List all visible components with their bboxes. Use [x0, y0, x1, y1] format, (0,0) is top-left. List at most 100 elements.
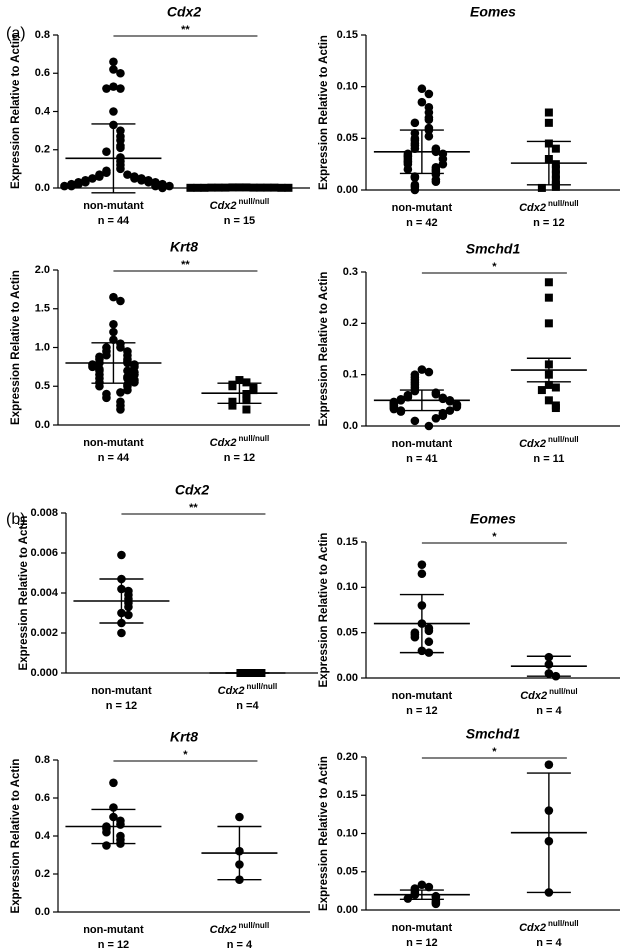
- y-tick-label: 0.1: [343, 369, 358, 381]
- point: [116, 405, 125, 414]
- y-tick-label: 0.05: [337, 866, 358, 878]
- point: [193, 183, 202, 192]
- y-axis-label: Expression Relative to Actin: [18, 516, 30, 671]
- y-tick-label: 0.00: [337, 184, 358, 196]
- chart-title: Cdx2: [175, 482, 209, 498]
- group-name: Cdx2: [210, 437, 237, 449]
- group-label: Cdx2 null/null: [210, 434, 270, 449]
- point: [137, 176, 146, 185]
- group-n: n = 12: [406, 937, 438, 949]
- group-n: n = 41: [406, 453, 438, 465]
- group-label: non-mutant: [392, 438, 453, 450]
- y-tick-label: 1.0: [35, 341, 50, 353]
- point: [102, 841, 111, 850]
- y-tick-label: 0.8: [35, 754, 50, 766]
- group-name: non-mutant: [392, 922, 453, 934]
- point: [544, 108, 553, 117]
- point: [431, 899, 441, 909]
- significance: *: [492, 746, 497, 758]
- group-label: non-mutant: [392, 922, 453, 934]
- chart-title: Smchd1: [466, 241, 521, 257]
- point: [551, 144, 560, 153]
- group-name: non-mutant: [91, 685, 152, 697]
- point: [544, 118, 553, 127]
- group-label: Cdx2 null/null: [210, 197, 270, 212]
- point: [116, 143, 125, 153]
- point: [235, 812, 244, 822]
- group-n: n = 12: [224, 452, 256, 464]
- y-tick-label: 0.15: [337, 29, 358, 41]
- point: [417, 560, 427, 569]
- chart-title: Eomes: [470, 4, 516, 20]
- point: [67, 181, 76, 191]
- point: [410, 386, 420, 396]
- point: [403, 392, 413, 402]
- point: [537, 386, 546, 395]
- y-tick-label: 0.15: [337, 536, 358, 548]
- y-tick-label: 0.5: [35, 380, 50, 392]
- point: [242, 405, 251, 414]
- point: [431, 389, 441, 399]
- y-tick-label: 1.5: [35, 303, 50, 315]
- group-name: non-mutant: [392, 438, 453, 450]
- point: [235, 376, 244, 385]
- point: [544, 380, 553, 389]
- y-tick-label: 0.05: [337, 627, 358, 639]
- point: [81, 177, 90, 187]
- point: [424, 115, 434, 125]
- y-tick-label: 0.4: [35, 105, 51, 117]
- point: [102, 350, 111, 360]
- group-superscript: null/null: [247, 682, 278, 691]
- point: [60, 181, 69, 191]
- point: [88, 174, 97, 183]
- point: [102, 827, 111, 837]
- point: [551, 170, 560, 179]
- point: [445, 406, 455, 415]
- y-tick-label: 0.0: [35, 906, 50, 918]
- point: [424, 89, 434, 99]
- group-label: Cdx2 null/null: [519, 919, 579, 934]
- group-n: n = 12: [98, 939, 130, 951]
- group-name: non-mutant: [83, 437, 144, 449]
- y-tick-label: 0.00: [337, 672, 358, 684]
- point: [186, 183, 195, 192]
- y-tick-label: 0.0: [35, 182, 50, 194]
- y-tick-label: 0.6: [35, 792, 50, 804]
- group-label: non-mutant: [392, 202, 453, 214]
- point: [102, 84, 111, 93]
- point: [417, 880, 427, 890]
- point: [123, 170, 132, 179]
- group-n: n =4: [236, 700, 259, 712]
- group-n: n = 12: [106, 700, 138, 712]
- group-name: Cdx2: [218, 685, 245, 697]
- point: [249, 386, 258, 395]
- point: [123, 374, 132, 383]
- point: [544, 278, 553, 287]
- point: [544, 319, 553, 328]
- significance: **: [189, 502, 198, 514]
- y-tick-label: 0.0: [35, 419, 50, 431]
- point: [116, 343, 125, 352]
- point: [417, 84, 427, 94]
- point: [424, 367, 434, 377]
- point: [124, 602, 133, 612]
- y-axis-label: Expression Relative to Actin: [318, 35, 330, 190]
- point: [403, 894, 413, 903]
- group-n: n = 4: [536, 937, 562, 949]
- point: [74, 179, 83, 189]
- y-tick-label: 0.000: [30, 667, 58, 679]
- point: [277, 183, 286, 192]
- y-axis-label: Expression Relative to Actin: [10, 270, 22, 425]
- y-tick-label: 0.3: [343, 266, 358, 278]
- group-name: Cdx2: [520, 690, 547, 702]
- y-tick-label: 0.00: [337, 904, 358, 916]
- group-name: non-mutant: [83, 200, 144, 212]
- point: [396, 407, 406, 416]
- point: [228, 401, 237, 410]
- group-label: non-mutant: [392, 690, 453, 702]
- point: [109, 65, 118, 74]
- point: [242, 396, 251, 405]
- chart-title: Krt8: [170, 239, 198, 255]
- point: [144, 177, 153, 187]
- y-tick-label: 0.2: [35, 868, 50, 880]
